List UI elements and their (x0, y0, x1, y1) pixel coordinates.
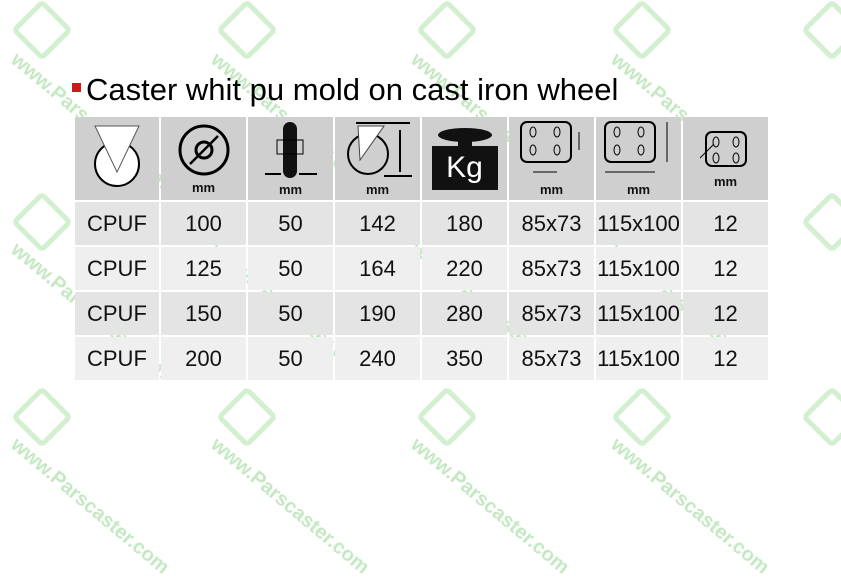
cell: 200 (161, 337, 246, 380)
table-row: CPUF 100 50 142 180 85x73 115x100 12 (75, 202, 768, 245)
header-cell: Kg (422, 117, 507, 200)
unit-label: mm (539, 182, 564, 197)
spec-table: mm mm mm Kg mm mm mm (73, 115, 770, 382)
page-title: Caster whit pu mold on cast iron wheel (72, 72, 618, 108)
cell: 85x73 (509, 337, 594, 380)
cell: 180 (422, 202, 507, 245)
cell: 50 (248, 337, 333, 380)
pars-logo-watermark (10, 190, 74, 254)
unit-label: mm (365, 182, 390, 197)
cell: 142 (335, 202, 420, 245)
pars-logo-watermark (415, 385, 479, 449)
header-cell: mm (335, 117, 420, 200)
cell: 115x100 (596, 292, 681, 335)
header-cell: mm (596, 117, 681, 200)
title-text: Caster whit pu mold on cast iron wheel (86, 72, 619, 107)
kg-label: Kg (431, 145, 498, 190)
cell: 220 (422, 247, 507, 290)
watermark-url: www.Parscaster.com (606, 433, 774, 579)
model-cell: CPUF (75, 202, 159, 245)
cell: 12 (683, 292, 768, 335)
header-row: mm mm mm Kg mm mm mm (75, 117, 768, 200)
cell: 240 (335, 337, 420, 380)
caster-height-icon (346, 122, 412, 177)
cell: 50 (248, 292, 333, 335)
cell: 280 (422, 292, 507, 335)
plate-size-icon (603, 121, 667, 173)
cell: 85x73 (509, 247, 594, 290)
watermark-url: www.Parscaster.com (206, 433, 374, 579)
cell: 115x100 (596, 202, 681, 245)
bolt-hole-icon (699, 131, 747, 167)
cell: 50 (248, 202, 333, 245)
header-cell (75, 117, 159, 200)
header-cell: mm (161, 117, 246, 200)
cell: 12 (683, 247, 768, 290)
pars-logo-watermark (215, 0, 279, 62)
table-row: CPUF 150 50 190 280 85x73 115x100 12 (75, 292, 768, 335)
pars-logo-watermark (800, 385, 841, 449)
pars-logo-watermark (610, 0, 674, 62)
pars-logo-watermark (415, 0, 479, 62)
cell: 190 (335, 292, 420, 335)
wheel-diameter-icon (178, 124, 229, 176)
header-cell: mm (248, 117, 333, 200)
pars-logo-watermark (800, 190, 841, 254)
unit-label: mm (626, 182, 651, 197)
fixed-caster-icon (94, 125, 140, 187)
cell: 125 (161, 247, 246, 290)
cell: 350 (422, 337, 507, 380)
header-cell: mm (683, 117, 768, 200)
header-cell: mm (509, 117, 594, 200)
unit-label: mm (191, 180, 216, 195)
wheel-width-icon (264, 122, 317, 178)
pars-logo-watermark (10, 0, 74, 62)
watermark-url: www.Parscaster.com (6, 433, 174, 579)
model-cell: CPUF (75, 337, 159, 380)
plate-hole-spacing-icon (519, 121, 579, 173)
pars-logo-watermark (800, 0, 841, 62)
pars-logo-watermark (10, 385, 74, 449)
cell: 12 (683, 337, 768, 380)
unit-label: mm (278, 182, 303, 197)
cell: 100 (161, 202, 246, 245)
cell: 85x73 (509, 202, 594, 245)
table-row: CPUF 125 50 164 220 85x73 115x100 12 (75, 247, 768, 290)
model-cell: CPUF (75, 292, 159, 335)
bullet-square-icon (72, 83, 81, 93)
cell: 12 (683, 202, 768, 245)
cell: 150 (161, 292, 246, 335)
pars-logo-watermark (215, 385, 279, 449)
cell: 85x73 (509, 292, 594, 335)
cell: 115x100 (596, 337, 681, 380)
cell: 50 (248, 247, 333, 290)
pars-logo-watermark (610, 385, 674, 449)
weight-kg-icon: Kg (431, 127, 498, 190)
cell: 164 (335, 247, 420, 290)
watermark-url: www.Parscaster.com (406, 433, 574, 579)
cell: 115x100 (596, 247, 681, 290)
model-cell: CPUF (75, 247, 159, 290)
unit-label: mm (713, 174, 738, 189)
table-row: CPUF 200 50 240 350 85x73 115x100 12 (75, 337, 768, 380)
